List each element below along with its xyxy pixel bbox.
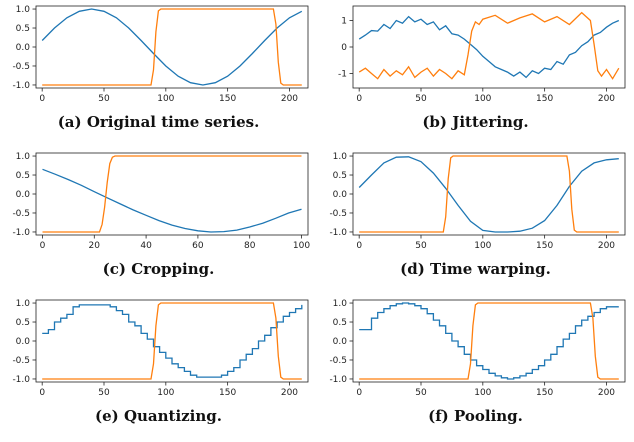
x-tick-label: 50 <box>98 94 110 104</box>
x-tick-label: 200 <box>281 94 298 104</box>
x-tick-label: 150 <box>536 241 553 251</box>
x-tick-label: 150 <box>219 94 236 104</box>
caption-quantizing: (e) Quantizing. <box>94 407 223 425</box>
series-line-orange <box>359 155 619 233</box>
plot-frame <box>352 152 626 236</box>
plot-frame <box>35 152 309 236</box>
panel-original: 0 50 100 150 200 -1.0 -0.5 0.0 0.5 1.0 (a) Origin… <box>0 0 317 147</box>
y-tick-label: -1.0 <box>12 228 30 238</box>
x-tick-label: 200 <box>281 388 298 398</box>
chart-cropping: 0 20 40 60 80 100 -1.0 -0.5 0.0 0.5 1.0 <box>12 152 310 251</box>
y-tick-label: 0 <box>341 43 347 53</box>
panel-quantizing: 0 50 100 150 200 -1.0 -0.5 0.0 0.5 1.0 (e) Quanti… <box>0 294 317 441</box>
y-tick-label: -0.5 <box>329 209 347 219</box>
y-tick-label: 0.0 <box>333 190 348 200</box>
x-tick-label: 150 <box>536 94 553 104</box>
y-tick-label: -0.5 <box>12 356 30 366</box>
series-line-blue <box>358 156 619 233</box>
x-tick-label: 100 <box>157 388 174 398</box>
x-tick-label: 150 <box>219 388 236 398</box>
y-tick-label: -1.0 <box>12 375 30 385</box>
caption-pooling: (f) Pooling. <box>428 407 523 425</box>
panel-jittering: 0 50 100 150 200 -1 0 1 (b) Jittering. <box>317 0 634 147</box>
x-tick-label: 100 <box>474 388 491 398</box>
y-tick-label: 1.0 <box>333 299 348 309</box>
plot-frame <box>352 5 626 89</box>
x-tick-label: 50 <box>415 241 427 251</box>
y-tick-label: 0.5 <box>333 171 347 181</box>
y-tick-label: 1.0 <box>16 5 31 15</box>
x-tick-label: 60 <box>192 241 204 251</box>
x-tick-label: 50 <box>415 94 427 104</box>
y-tick-label: 0.0 <box>16 190 31 200</box>
x-tick-label: 50 <box>98 388 110 398</box>
y-tick-label: -1 <box>338 69 347 79</box>
panel-cropping: 0 20 40 60 80 100 -1.0 -0.5 0.0 0.5 1.0 (c) Croppi… <box>0 147 317 294</box>
x-tick-label: 80 <box>244 241 256 251</box>
caption-cropping: (c) Cropping. <box>102 260 215 278</box>
plot-frame <box>35 5 309 89</box>
series-line-orange <box>42 302 302 380</box>
x-tick-label: 200 <box>598 94 615 104</box>
y-tick-label: -1.0 <box>12 81 30 91</box>
y-tick-label: 1.0 <box>333 152 348 162</box>
chart-time-warping: 0 50 100 150 200 -1.0 -0.5 0.0 0.5 1.0 <box>329 152 626 251</box>
y-tick-label: -0.5 <box>329 356 347 366</box>
series-line-blue <box>42 168 302 233</box>
y-tick-label: 0.5 <box>333 318 347 328</box>
series-line-orange <box>42 8 302 86</box>
y-tick-label: 0.0 <box>16 337 31 347</box>
series-line-blue <box>358 15 620 79</box>
y-tick-label: 1.0 <box>16 152 31 162</box>
x-tick-label: 200 <box>598 388 615 398</box>
y-tick-label: 0.5 <box>16 318 30 328</box>
x-tick-label: 0 <box>356 388 362 398</box>
x-tick-label: 40 <box>140 241 152 251</box>
x-tick-label: 0 <box>39 388 45 398</box>
y-tick-label: -1.0 <box>329 375 347 385</box>
x-tick-label: 0 <box>40 241 46 251</box>
y-tick-label: 0.5 <box>16 171 30 181</box>
x-tick-label: 100 <box>474 241 491 251</box>
series-line-blue <box>359 302 619 380</box>
series-line-blue <box>41 8 303 86</box>
panel-time-warping: 0 50 100 150 200 -1.0 -0.5 0.0 0.5 1.0 (d) Time w… <box>317 147 634 294</box>
x-tick-label: 20 <box>89 241 101 251</box>
y-tick-label: -0.5 <box>12 209 30 219</box>
x-tick-label: 150 <box>536 388 553 398</box>
x-tick-label: 200 <box>598 241 615 251</box>
y-tick-label: -0.5 <box>12 62 30 72</box>
x-tick-label: 0 <box>356 241 362 251</box>
plot-frame <box>35 299 309 383</box>
x-tick-label: 50 <box>415 388 427 398</box>
y-tick-label: 0.0 <box>16 43 31 53</box>
x-tick-label: 0 <box>39 94 45 104</box>
x-tick-label: 100 <box>157 94 174 104</box>
y-tick-label: 0.5 <box>16 24 30 34</box>
x-tick-label: 100 <box>474 94 491 104</box>
y-tick-label: 0.0 <box>333 337 348 347</box>
series-line-orange <box>358 11 620 80</box>
x-tick-label: 0 <box>356 94 362 104</box>
chart-original: 0 50 100 150 200 -1.0 -0.5 0.0 0.5 1.0 <box>12 5 309 104</box>
y-tick-label: 1 <box>341 17 347 27</box>
caption-original: (a) Original time series. <box>57 113 260 131</box>
chart-quantizing: 0 50 100 150 200 -1.0 -0.5 0.0 0.5 1.0 <box>12 299 309 398</box>
panel-pooling: 0 50 100 150 200 -1.0 -0.5 0.0 0.5 1.0 (f) Poolin… <box>317 294 634 441</box>
series-line-blue <box>42 304 303 378</box>
caption-time-warping: (d) Time warping. <box>400 260 551 278</box>
series-line-orange <box>359 302 619 380</box>
caption-jittering: (b) Jittering. <box>422 113 529 131</box>
y-tick-label: -1.0 <box>329 228 347 238</box>
x-tick-label: 100 <box>293 241 310 251</box>
chart-jittering: 0 50 100 150 200 -1 0 1 <box>338 5 626 104</box>
chart-pooling: 0 50 100 150 200 -1.0 -0.5 0.0 0.5 1.0 <box>329 299 626 398</box>
y-tick-label: 1.0 <box>16 299 31 309</box>
series-line-orange <box>42 155 302 233</box>
